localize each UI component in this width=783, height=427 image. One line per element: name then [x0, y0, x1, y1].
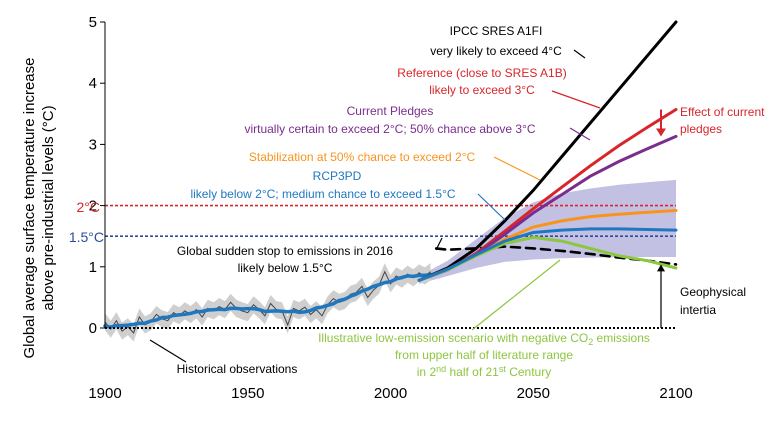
x-tick-label-2: 2000: [374, 385, 407, 402]
y-tick-label-1: 1: [89, 259, 97, 276]
leader-low-emission: [471, 259, 561, 331]
x-tick-label-3: 2050: [517, 385, 550, 402]
series-line-0: [417, 20, 678, 282]
y-tick-label-5: 5: [89, 14, 97, 31]
y-tick-label-3: 3: [89, 136, 97, 153]
annotation-sudden-stop-title: Global sudden stop to emissions in 2016: [177, 244, 393, 258]
annotation-a1fi-desc: very likely to exceed 4°C: [430, 44, 562, 58]
x-tick-label-4: 2100: [659, 385, 692, 402]
annotation-rcp3pd-title: RCP3PD: [313, 169, 362, 183]
y-tick-label-4: 4: [89, 75, 97, 92]
annotation-effect-pledges-1: Effect of current: [680, 105, 765, 119]
arrow-geophysical-head: [657, 264, 665, 272]
leader-a1fi: [573, 49, 586, 59]
arrow-effect-pledges-head: [656, 128, 666, 137]
annotation-reference-title: Reference (close to SRES A1B): [397, 66, 566, 80]
annotation-rcp3pd-desc: likely below 2°C; medium chance to excee…: [190, 187, 455, 201]
y-tick-label-0: 0: [89, 320, 97, 337]
annotation-low-emission-3: in 2nd half of 21st Century: [417, 364, 551, 379]
annotation-stabilization: Stabilization at 50% chance to exceed 2°…: [249, 150, 476, 164]
annotation-sudden-stop-desc: likely below 1.5°C: [238, 261, 333, 275]
threshold-label-2c: 2°C: [77, 199, 101, 215]
annotation-historical-observations: Historical observations: [177, 362, 298, 376]
x-tick-label-0: 1900: [88, 385, 121, 402]
observations-uncertainty-band: [105, 263, 431, 342]
leader-observations: [149, 339, 187, 363]
annotation-pledges-desc: virtually certain to exceed 2°C; 50% cha…: [244, 122, 535, 136]
annotation-pledges-title: Current Pledges: [347, 104, 434, 118]
leader-stabilization: [493, 156, 541, 181]
y-tick-label-2: 2: [89, 198, 97, 215]
leader-reference: [551, 90, 601, 109]
annotation-geophysical-1: Geophysical: [680, 285, 746, 299]
annotation-geophysical-2: intertia: [680, 303, 716, 317]
threshold-label-1-5c: 1.5°C: [69, 229, 104, 245]
annotation-leader-lines: [149, 49, 666, 363]
leader-rcp3pd: [477, 193, 506, 221]
annotation-a1fi-title: IPCC SRES A1FI: [450, 24, 543, 38]
y-axis-label-line1: Global average surface temperature incre…: [21, 58, 38, 359]
x-tick-label-1: 1950: [231, 385, 264, 402]
historical-smoothed-line: [103, 272, 433, 329]
leader-pledges: [569, 127, 591, 141]
y-axis-label-line2: above pre-industrial levels (°C): [40, 105, 57, 310]
annotation-low-emission-1: Illustrative low-emission scenario with …: [318, 331, 650, 347]
annotation-low-emission-2: from upper half of literature range: [395, 348, 573, 362]
leader-sudden-stop: [435, 237, 443, 251]
annotation-reference-desc: likely to exceed 3°C: [429, 83, 535, 97]
series-line-4: [417, 227, 678, 282]
annotation-effect-pledges-2: pledges: [680, 122, 722, 136]
